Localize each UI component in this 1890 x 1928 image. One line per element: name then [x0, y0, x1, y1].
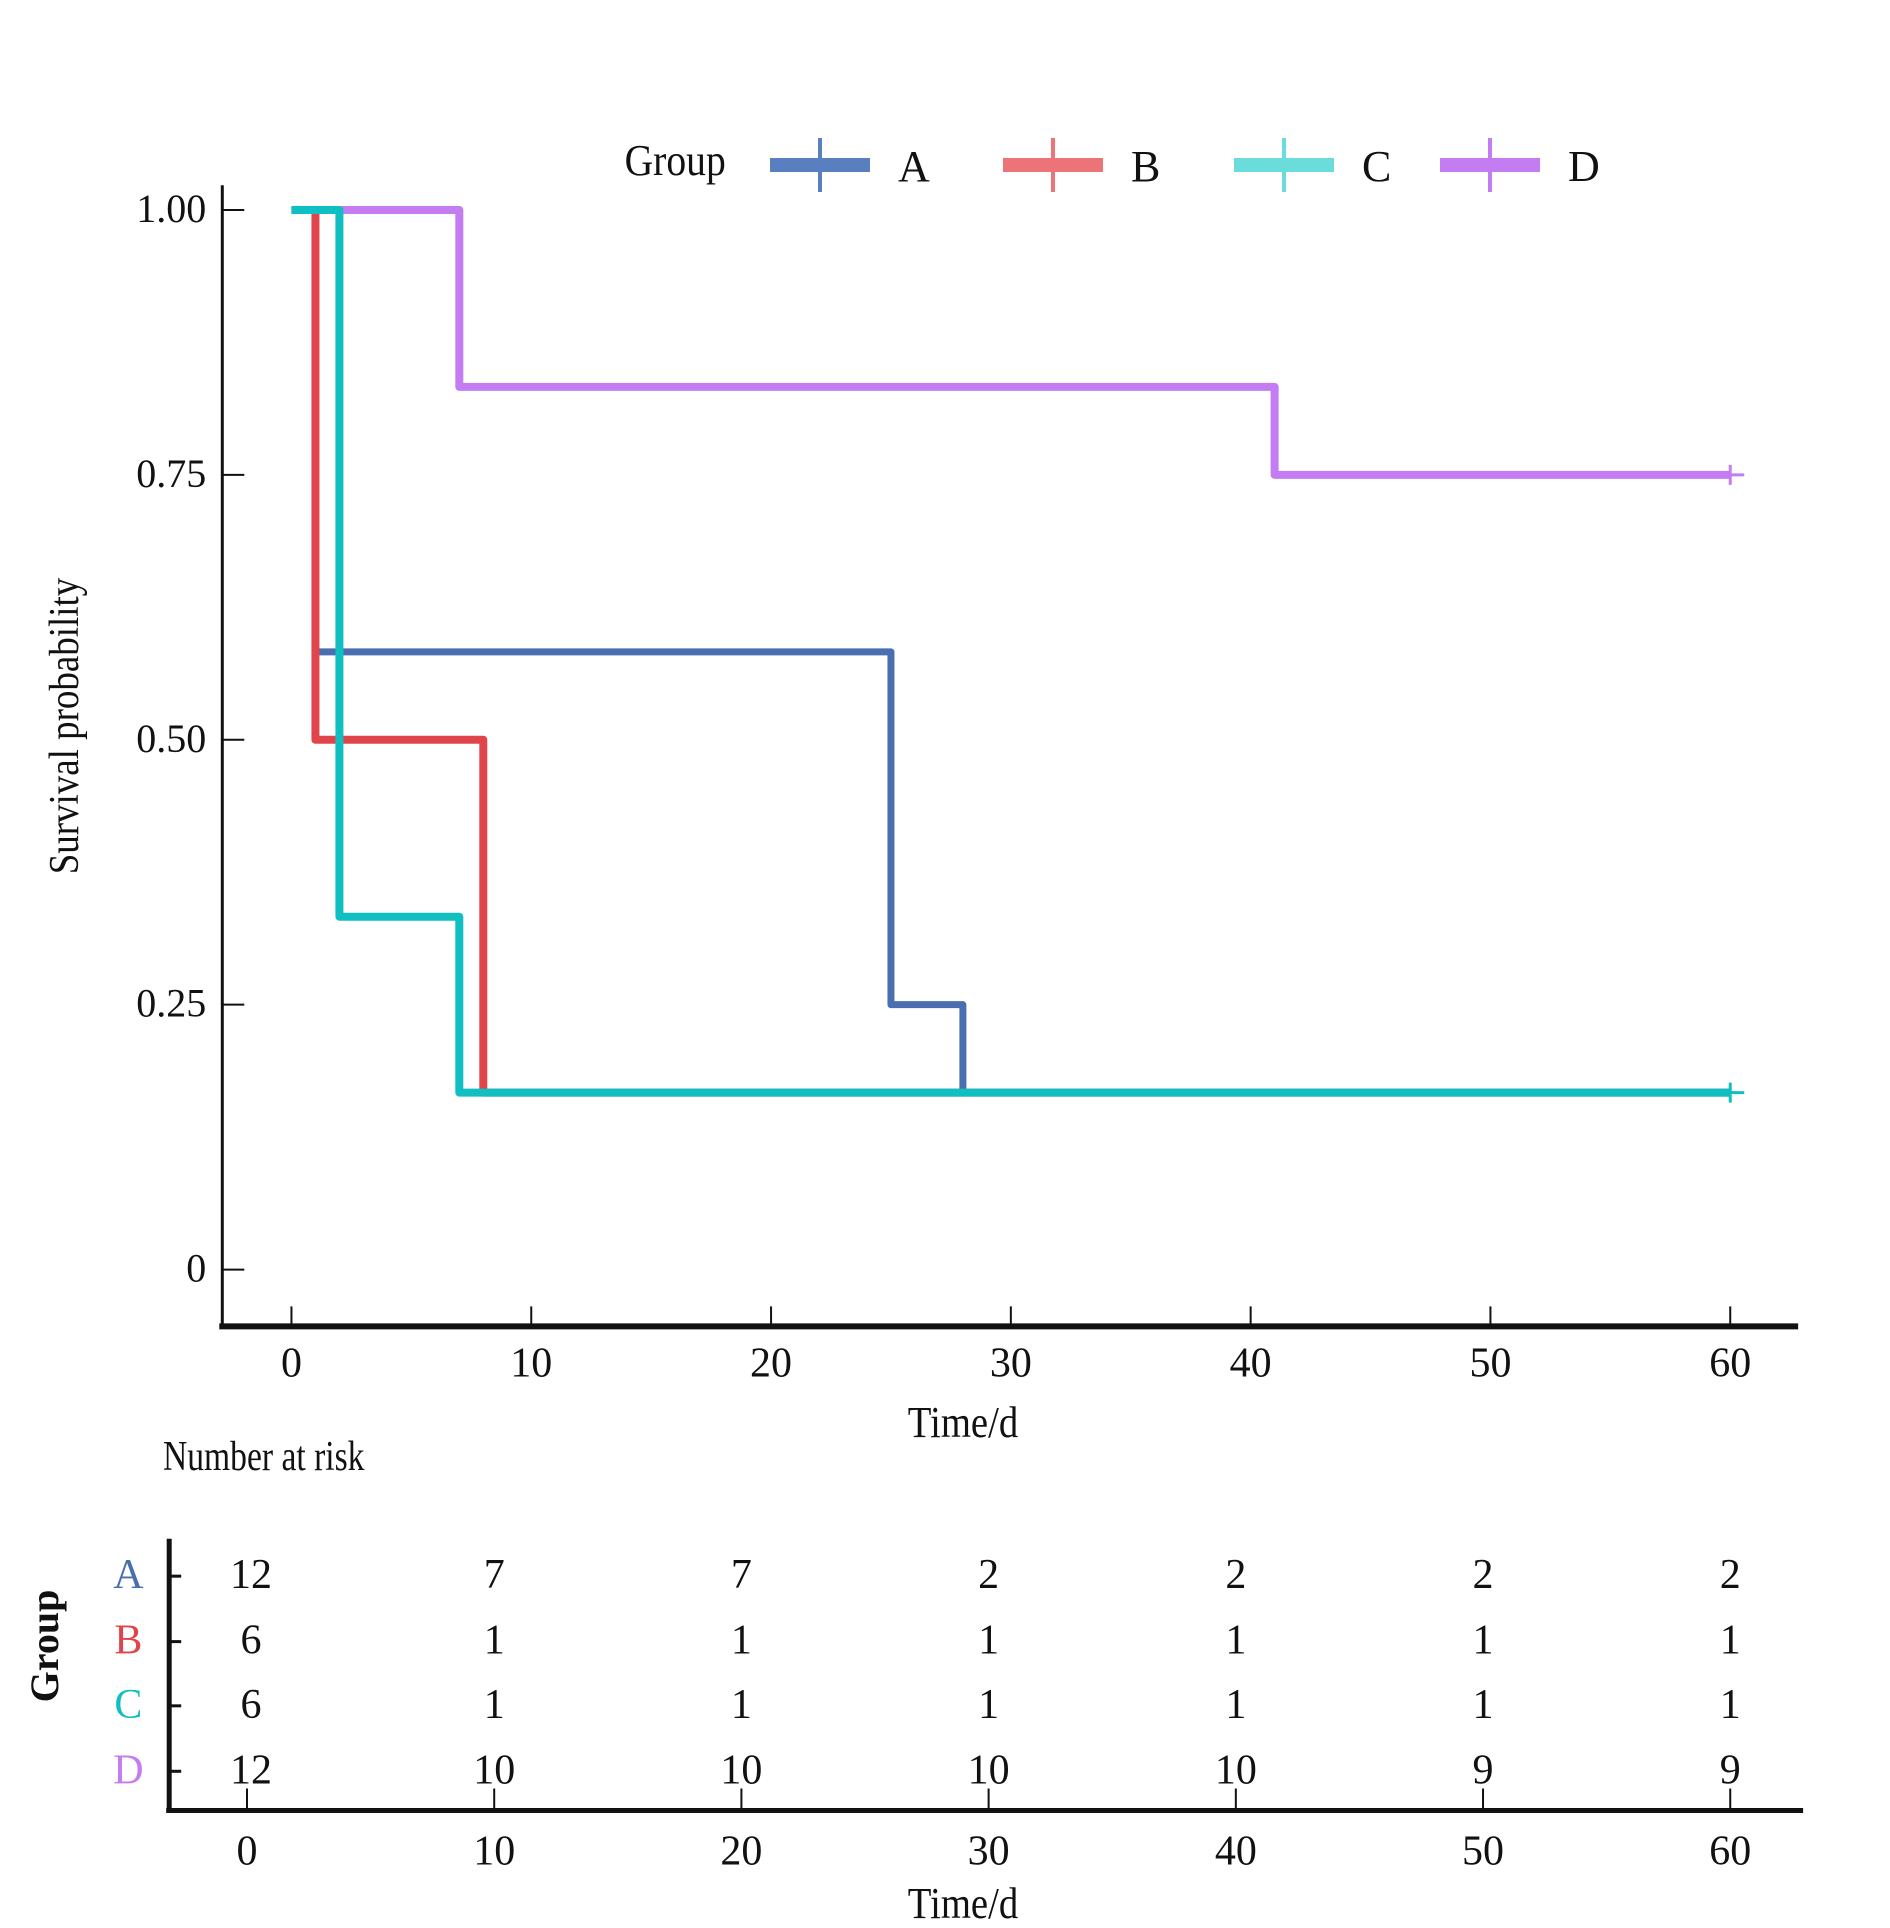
x-axis-label: Time/d	[908, 1398, 1019, 1447]
risk-cell: 12	[230, 1747, 272, 1793]
risk-x-tick-label: 40	[1215, 1829, 1257, 1875]
risk-cell: 2	[1720, 1552, 1741, 1598]
risk-cell: 9	[1720, 1747, 1741, 1793]
risk-cell: 1	[978, 1618, 999, 1664]
risk-cell: 10	[473, 1747, 515, 1793]
curve-d	[291, 205, 1731, 479]
risk-table-xlabel: Time/d	[908, 1879, 1019, 1928]
legend-label-d: D	[1568, 142, 1600, 191]
risk-cell: 10	[720, 1747, 762, 1793]
risk-cell: 1	[1720, 1618, 1741, 1664]
risk-x-tick-label: 20	[720, 1829, 762, 1875]
risk-cell: 12	[230, 1552, 272, 1598]
risk-cell: 1	[1720, 1682, 1741, 1728]
legend-label-a: A	[898, 142, 930, 191]
y-axis-label: Survival probability	[41, 578, 88, 875]
y-tick-label: 0.25	[136, 981, 206, 1026]
curve-c	[291, 205, 1731, 1097]
risk-x-tick-label: 50	[1462, 1829, 1504, 1875]
survival-curves	[291, 205, 1745, 1103]
legend-label-b: B	[1131, 142, 1160, 191]
x-tick-label: 20	[750, 1340, 792, 1386]
legend-label-c: C	[1362, 142, 1391, 191]
risk-group-label-b: B	[114, 1618, 142, 1664]
risk-cell: 1	[1473, 1618, 1494, 1664]
risk-cell: 2	[1225, 1552, 1246, 1598]
main-axes: 0 0.25 0.50 0.75 1.00 0 10 20 30 40 50 60	[136, 185, 1799, 1386]
risk-group-label-a: A	[113, 1552, 144, 1598]
risk-table-title: Number at risk	[163, 1434, 365, 1480]
risk-x-tick-label: 0	[237, 1829, 258, 1875]
x-tick-label: 10	[510, 1340, 552, 1386]
x-tick-label: 0	[281, 1340, 302, 1386]
risk-cell: 1	[731, 1682, 752, 1728]
x-tick-label: 40	[1230, 1340, 1272, 1386]
risk-cell: 1	[1225, 1618, 1246, 1664]
risk-x-tick-label: 30	[968, 1829, 1010, 1875]
risk-cell: 10	[968, 1747, 1010, 1793]
y-tick-label: 0.75	[136, 451, 206, 496]
risk-cell: 9	[1473, 1747, 1494, 1793]
risk-cell: 7	[484, 1552, 505, 1598]
risk-group-label-d: D	[113, 1747, 143, 1793]
legend-title: Group	[625, 137, 726, 185]
risk-cell: 1	[484, 1618, 505, 1664]
risk-cell: 6	[241, 1682, 262, 1728]
risk-cell: 1	[1225, 1682, 1246, 1728]
risk-cell: 1	[1473, 1682, 1494, 1728]
risk-table: A 12 7 7 2 2 2 2 B 6 1 1 1 1 1 1 C 6 1 1 1 1 1 1 D 12 10 10 10 10 9 9 0 1…	[113, 1538, 1804, 1875]
x-tick-label: 30	[990, 1340, 1032, 1386]
risk-cell: 6	[241, 1618, 262, 1664]
risk-cell: 1	[484, 1682, 505, 1728]
curve-a	[291, 206, 1731, 1097]
risk-cell: 1	[978, 1682, 999, 1728]
x-tick-label: 60	[1709, 1340, 1751, 1386]
y-tick-label: 1.00	[136, 186, 206, 231]
legend: Group A B C D	[625, 137, 1600, 192]
y-tick-label: 0	[186, 1246, 206, 1291]
y-tick-label: 0.50	[136, 716, 206, 761]
x-tick-label: 50	[1469, 1340, 1511, 1386]
risk-x-tick-label: 60	[1709, 1829, 1751, 1875]
risk-cell: 7	[731, 1552, 752, 1598]
risk-x-tick-label: 10	[473, 1829, 515, 1875]
risk-cell: 10	[1215, 1747, 1257, 1793]
risk-cell: 1	[731, 1618, 752, 1664]
risk-cell: 2	[978, 1552, 999, 1598]
risk-group-label-c: C	[114, 1682, 142, 1728]
risk-table-ylabel: Group	[22, 1590, 67, 1703]
risk-cell: 2	[1473, 1552, 1494, 1598]
